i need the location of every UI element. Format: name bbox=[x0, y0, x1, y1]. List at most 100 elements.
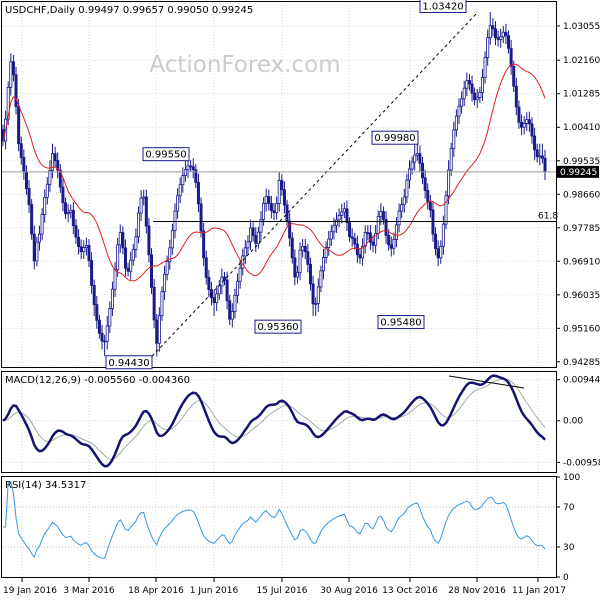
candle-body bbox=[301, 245, 305, 251]
candle-body bbox=[108, 308, 112, 327]
candle-body bbox=[504, 31, 508, 37]
x-tick-label: 15 Jul 2016 bbox=[257, 586, 308, 596]
candle-body bbox=[335, 219, 339, 226]
candle-body bbox=[543, 157, 547, 173]
candle-body bbox=[225, 279, 229, 302]
candle-body bbox=[82, 247, 86, 253]
candle-body bbox=[163, 273, 167, 292]
candle-body bbox=[194, 169, 198, 183]
symbol-label: USDCHF,Daily bbox=[5, 5, 75, 16]
candle-body bbox=[340, 211, 344, 216]
annotation-label: 1.03420 bbox=[422, 1, 463, 12]
candle-body bbox=[228, 300, 232, 320]
candle-body bbox=[480, 77, 484, 93]
x-tick-label: 28 Nov 2016 bbox=[448, 586, 506, 596]
price-candles bbox=[1, 11, 547, 357]
candle-body bbox=[535, 149, 539, 158]
candle-body bbox=[264, 196, 268, 204]
candle-body bbox=[514, 85, 518, 108]
price-tick-label: 0.96910 bbox=[563, 257, 600, 267]
candle-body bbox=[22, 157, 26, 173]
candle-body bbox=[56, 160, 60, 171]
candle-body bbox=[444, 195, 448, 225]
candle-body bbox=[170, 230, 174, 249]
candle-body bbox=[259, 219, 263, 233]
rsi-y-axis: 100 70 30 0 bbox=[556, 473, 580, 583]
candle-body bbox=[332, 224, 336, 233]
annotation-box bbox=[377, 315, 425, 330]
price-tick-label: 0.96035 bbox=[563, 291, 600, 301]
candle-body bbox=[66, 212, 70, 215]
candle-body bbox=[243, 247, 247, 257]
candle-body bbox=[449, 148, 453, 171]
candle-body bbox=[517, 106, 521, 123]
candle-body bbox=[295, 271, 299, 278]
candle-body bbox=[48, 170, 52, 185]
candle-body bbox=[275, 203, 279, 214]
candle-body bbox=[428, 201, 432, 211]
candle-body bbox=[212, 297, 216, 304]
candle-body bbox=[165, 261, 169, 275]
candle-body bbox=[507, 35, 511, 49]
candle-body bbox=[363, 232, 367, 247]
candle-body bbox=[473, 92, 477, 101]
candle-body bbox=[64, 202, 68, 215]
candle-body bbox=[230, 311, 234, 320]
candle-body bbox=[314, 303, 318, 305]
candle-body bbox=[191, 166, 195, 171]
candle-body bbox=[202, 230, 206, 259]
candle-body bbox=[303, 245, 307, 253]
candle-body bbox=[222, 276, 226, 281]
candle-body bbox=[499, 36, 503, 40]
candle-body bbox=[496, 37, 500, 40]
candle-body bbox=[196, 181, 200, 205]
macd-divergence-line bbox=[448, 375, 525, 389]
candle-body bbox=[467, 80, 471, 85]
rsi-line bbox=[3, 481, 546, 559]
candle-body bbox=[186, 165, 190, 171]
price-tick-label: 0.98660 bbox=[563, 190, 600, 200]
candle-body bbox=[249, 227, 253, 243]
candle-body bbox=[436, 248, 440, 259]
candle-body bbox=[256, 231, 260, 244]
rsi-panel-frame bbox=[1, 476, 557, 578]
macd-gridlines bbox=[2, 372, 556, 472]
candle-body bbox=[381, 211, 385, 220]
price-tick-label: 1.01285 bbox=[563, 90, 600, 100]
candle-body bbox=[405, 179, 409, 198]
candle-body bbox=[121, 232, 125, 249]
candle-body bbox=[452, 129, 456, 150]
candle-body bbox=[110, 288, 114, 309]
candle-body bbox=[407, 168, 411, 181]
annotation-box bbox=[371, 130, 419, 145]
candle-body bbox=[6, 87, 10, 120]
candle-body bbox=[285, 204, 289, 222]
dashed-trendline bbox=[151, 11, 479, 357]
price-tick-label: 0.95160 bbox=[563, 324, 600, 334]
candle-body bbox=[199, 203, 203, 232]
candle-body bbox=[207, 276, 211, 291]
candle-body bbox=[374, 232, 378, 246]
candle-body bbox=[272, 210, 276, 214]
candle-body bbox=[345, 208, 349, 224]
x-axis: 19 Jan 2016 3 Mar 2016 18 Apr 2016 1 Jun 20… bbox=[3, 577, 566, 596]
candle-body bbox=[533, 135, 537, 151]
candle-body bbox=[61, 186, 65, 204]
candle-body bbox=[509, 47, 513, 67]
candle-body bbox=[512, 65, 516, 87]
candle-body bbox=[439, 245, 443, 259]
watermark-text: ActionForex.com bbox=[149, 52, 340, 78]
candle-body bbox=[538, 155, 542, 158]
candle-body bbox=[379, 211, 383, 217]
candle-body bbox=[77, 236, 81, 248]
candle-body bbox=[32, 233, 36, 262]
candle-body bbox=[267, 196, 271, 204]
candle-body bbox=[527, 119, 531, 125]
candle-body bbox=[431, 209, 435, 235]
rsi-title: RSI(14) 34.5317 bbox=[5, 480, 86, 491]
candle-body bbox=[246, 241, 250, 249]
candle-body bbox=[319, 270, 323, 288]
candle-body bbox=[51, 153, 55, 171]
rsi-gridlines bbox=[2, 477, 556, 577]
candle-body bbox=[530, 123, 534, 137]
